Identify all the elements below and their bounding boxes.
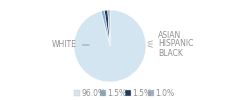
Text: 1.5%: 1.5% xyxy=(132,88,152,98)
Text: BLACK: BLACK xyxy=(148,46,183,58)
Text: 96.0%: 96.0% xyxy=(82,88,106,98)
Wedge shape xyxy=(74,10,146,82)
FancyBboxPatch shape xyxy=(148,90,154,96)
Text: 1.0%: 1.0% xyxy=(156,88,175,98)
Text: 1.5%: 1.5% xyxy=(108,88,127,98)
Text: WHITE: WHITE xyxy=(52,40,89,50)
FancyBboxPatch shape xyxy=(100,90,106,96)
Wedge shape xyxy=(104,10,110,46)
FancyBboxPatch shape xyxy=(125,90,131,96)
Text: HISPANIC: HISPANIC xyxy=(148,40,193,48)
Wedge shape xyxy=(108,10,110,46)
Text: ASIAN: ASIAN xyxy=(148,32,181,42)
FancyBboxPatch shape xyxy=(74,90,80,96)
Wedge shape xyxy=(101,10,110,46)
